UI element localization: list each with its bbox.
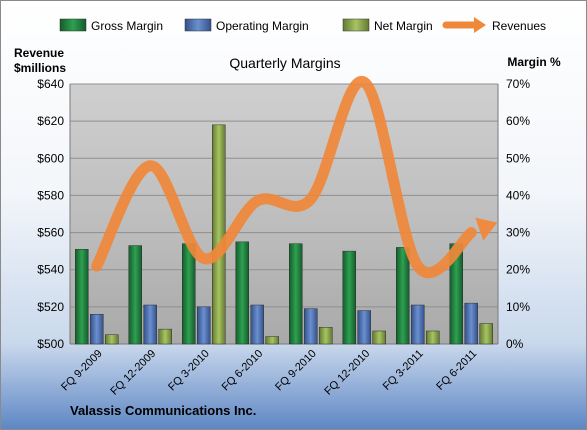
net-margin-bar	[319, 327, 333, 345]
legend-swatch	[184, 18, 212, 32]
legend-swatch	[59, 18, 87, 32]
operating-margin-bar	[411, 304, 425, 345]
legend-label: Revenues	[492, 19, 546, 33]
gross-margin-bar	[342, 250, 356, 345]
operating-margin-bar	[250, 304, 264, 345]
left-axis-tick-label: $620	[37, 114, 64, 128]
bar-series	[75, 124, 493, 345]
right-axis-tick-label: 20%	[506, 263, 530, 277]
right-axis-tick-label: 10%	[506, 300, 530, 314]
operating-margin-bar	[143, 304, 157, 345]
operating-margin-bar	[357, 310, 371, 345]
net-margin-bar	[479, 323, 493, 345]
gross-margin-bar	[396, 247, 410, 345]
net-margin-bar	[265, 336, 279, 345]
left-axis-title-line2: $millions	[14, 61, 66, 75]
right-axis-title: Margin %	[507, 55, 561, 69]
right-axis-tick-label: 0%	[506, 337, 524, 351]
net-margin-bar	[212, 124, 226, 345]
left-axis-tick-label: $560	[37, 226, 64, 240]
left-axis-tick-label: $520	[37, 300, 64, 314]
legend-label: Net Margin	[374, 19, 433, 33]
net-margin-bar	[372, 330, 386, 345]
net-margin-bar	[158, 328, 172, 345]
gross-margin-bar	[128, 245, 142, 345]
gross-margin-bar	[182, 243, 196, 345]
net-margin-bar	[105, 334, 119, 345]
right-axis-tick-label: 60%	[506, 114, 530, 128]
chart-title: Quarterly Margins	[229, 55, 340, 71]
right-axis-tick-label: 70%	[506, 77, 530, 91]
left-axis-tick-label: $580	[37, 188, 64, 202]
legend-label: Gross Margin	[91, 19, 163, 33]
legend-arrow-swatch	[474, 17, 486, 33]
footer-company: Valassis Communications Inc.	[70, 403, 256, 418]
legend-item-net-margin: Net Margin	[342, 18, 433, 33]
legend: Gross Margin Operating Margin Net Margin Re…	[59, 17, 546, 33]
right-axis-tick-label: 50%	[506, 151, 530, 165]
operating-margin-bar	[304, 308, 318, 345]
revenue-line-group	[91, 76, 498, 279]
legend-label: Operating Margin	[216, 19, 309, 33]
left-axis-tick-label: $640	[37, 77, 64, 91]
gross-margin-bar	[235, 241, 249, 345]
legend-item-operating-margin: Operating Margin	[184, 18, 309, 33]
operating-margin-bar	[464, 302, 478, 345]
right-axis-tick-label: 30%	[506, 226, 530, 240]
revenues-line-arrowhead	[475, 217, 498, 241]
left-axis-tick-label: $600	[37, 151, 64, 165]
left-axis-tick-label: $500	[37, 337, 64, 351]
operating-margin-bar	[197, 306, 211, 345]
legend-item-gross-margin: Gross Margin	[59, 18, 163, 33]
right-axis-tick-label: 40%	[506, 188, 530, 202]
revenues-line	[91, 76, 477, 279]
gross-margin-bar	[75, 249, 89, 345]
net-margin-bar	[426, 330, 440, 345]
legend-item-revenues: Revenues	[442, 17, 546, 33]
legend-swatch	[342, 18, 370, 32]
left-axis-title-line1: Revenue	[14, 46, 64, 60]
operating-margin-bar	[90, 314, 104, 345]
gross-margin-bar	[289, 243, 303, 345]
left-axis-tick-label: $540	[37, 263, 64, 277]
